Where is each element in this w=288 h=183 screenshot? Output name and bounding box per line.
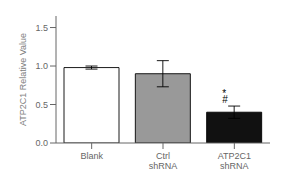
svg-text:1.5: 1.5 (35, 23, 48, 33)
svg-text:0.5: 0.5 (35, 100, 48, 110)
svg-text:1.0: 1.0 (35, 61, 48, 71)
svg-text:CtrlshRNA: CtrlshRNA (149, 151, 178, 171)
svg-text:#: # (222, 94, 228, 105)
svg-text:0.0: 0.0 (35, 138, 48, 148)
svg-text:ATP2C1shRNA: ATP2C1shRNA (218, 151, 251, 171)
svg-text:Blank: Blank (80, 151, 103, 161)
svg-text:ATP2C1 Relative Value: ATP2C1 Relative Value (18, 33, 28, 126)
